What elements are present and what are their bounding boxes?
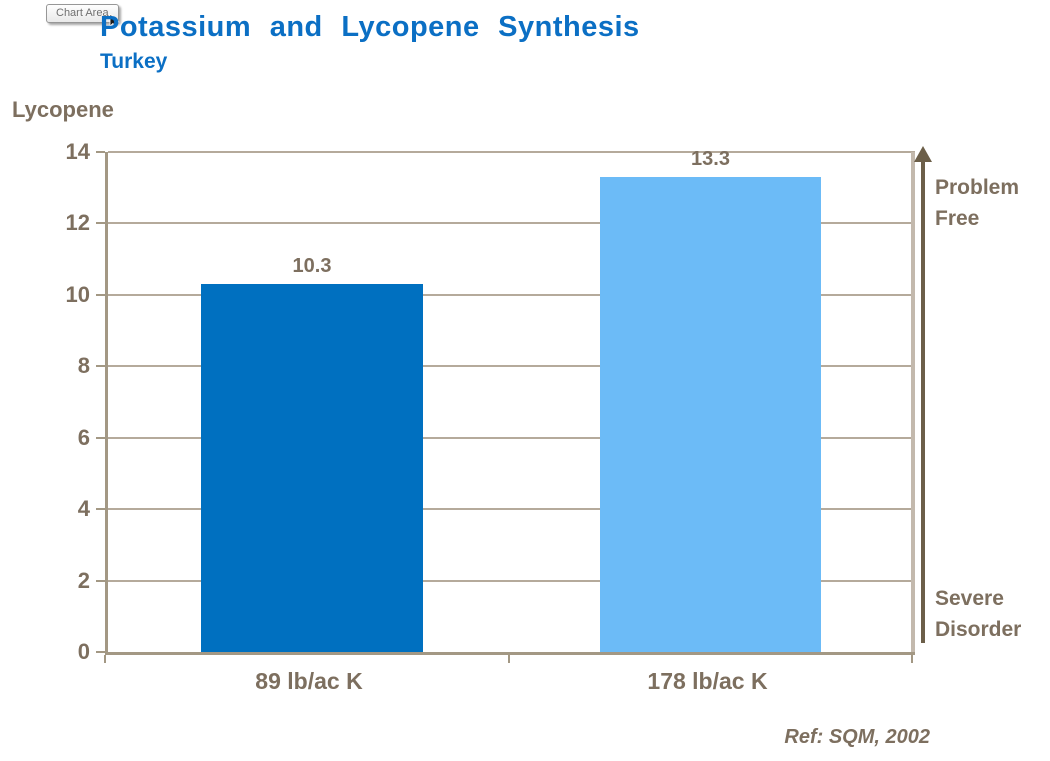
bar-178 lb/ac K[interactable]	[600, 177, 821, 652]
y-tick-mark-8	[96, 365, 105, 368]
severity-arrow-line	[921, 160, 925, 643]
y-tick-mark-6	[96, 436, 105, 439]
x-tick-mark-2	[507, 655, 510, 663]
y-tick-label-8: 8	[77, 353, 90, 379]
gridline-y6	[108, 436, 915, 439]
y-tick-label-14: 14	[65, 139, 90, 164]
y-tick-mark-14	[96, 151, 105, 153]
bar-value-label-1: 10.3	[292, 255, 332, 278]
chart-area-tooltip: Chart Area	[46, 4, 119, 23]
y-tick-mark-12	[96, 222, 105, 225]
x-tick-mark-1	[104, 655, 106, 663]
plot-right-border	[911, 152, 915, 652]
y-tick-label-6: 6	[77, 424, 90, 450]
y-tick-label-2: 2	[77, 567, 90, 593]
gridline-y12	[108, 222, 915, 225]
bar-89 lb/ac K[interactable]	[201, 284, 423, 652]
y-tick-label-12: 12	[65, 210, 90, 236]
gridline-y2	[108, 579, 915, 582]
gridline-y10	[108, 293, 915, 296]
y-tick-label-4: 4	[77, 496, 90, 522]
arrow-label-problem-free: Problem Free	[935, 176, 1020, 230]
y-tick-mark-0	[96, 651, 105, 653]
plot-area[interactable]: 10.3 13.3	[105, 148, 915, 655]
chart-title: Potassium and Lycopene Synthesis	[100, 11, 640, 43]
y-tick-label-10: 10	[65, 281, 90, 307]
gridline-y14	[108, 151, 915, 153]
reference-text: Ref: SQM, 2002	[784, 726, 930, 748]
bar-value-label-2: 13.3	[691, 148, 730, 170]
y-axis-title: Lycopene	[12, 97, 114, 122]
x-tick-mark-3	[911, 655, 913, 663]
mouse-cursor-icon	[109, 13, 121, 29]
chart-subtitle: Turkey	[100, 50, 168, 73]
y-tick-mark-10	[96, 293, 105, 296]
arrow-up-icon	[914, 146, 932, 162]
gridline-y4	[108, 508, 915, 511]
arrow-label-severe-disorder: Severe Disorder	[935, 587, 1022, 641]
gridline-y8	[108, 365, 915, 368]
category-label-1: 89 lb/ac K	[255, 668, 363, 694]
y-tick-mark-2	[96, 579, 105, 582]
category-label-2: 178 lb/ac K	[647, 668, 768, 694]
y-tick-mark-4	[96, 508, 105, 511]
y-tick-label-0: 0	[77, 639, 90, 664]
